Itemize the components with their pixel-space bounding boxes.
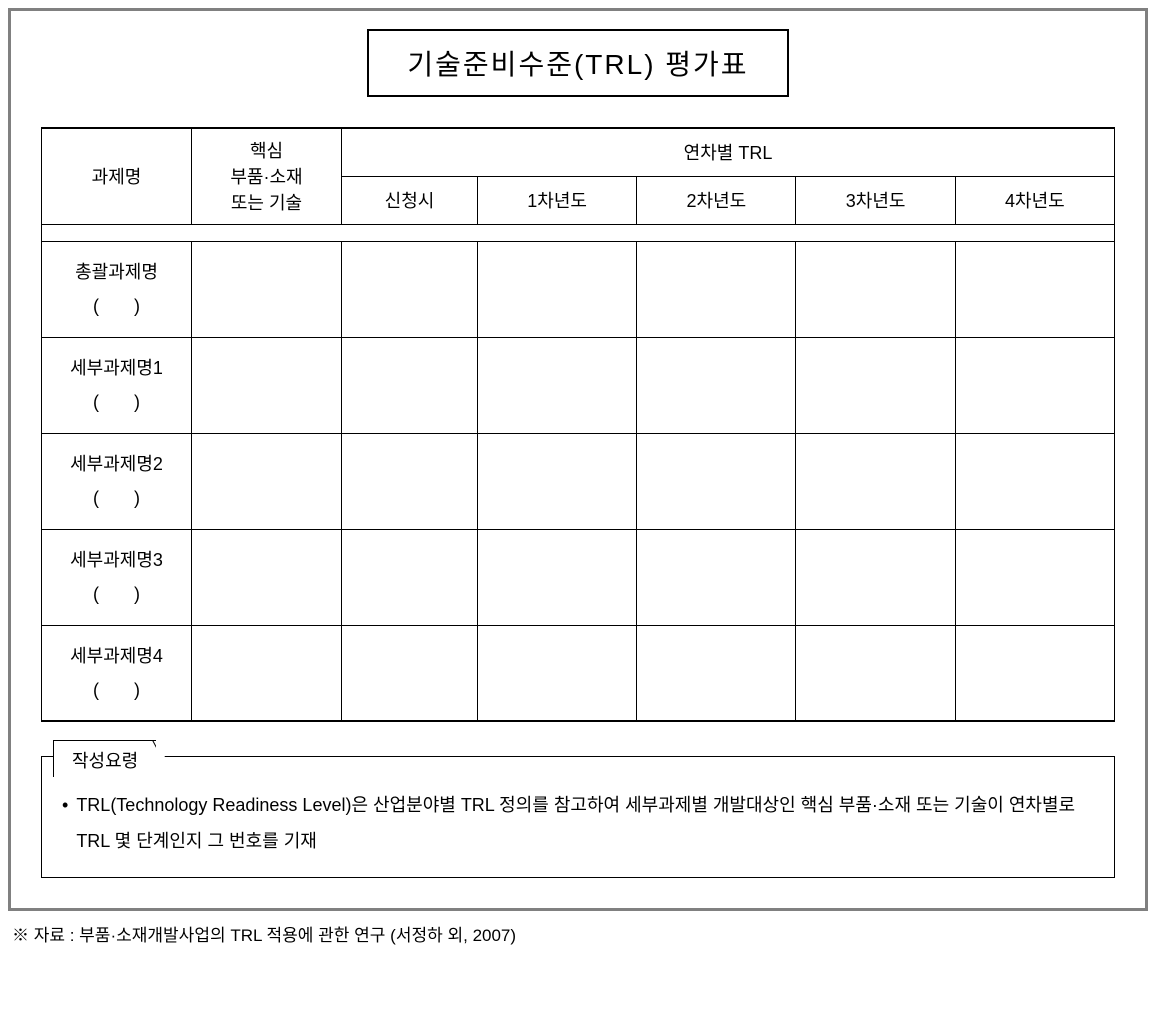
header-body-separator bbox=[42, 224, 1115, 241]
cell-y4 bbox=[955, 529, 1114, 625]
core-line3: 또는 기술 bbox=[196, 189, 337, 215]
cell-y3 bbox=[796, 241, 955, 337]
cell-apply bbox=[342, 433, 478, 529]
cell-y4 bbox=[955, 625, 1114, 721]
table-row: 세부과제명3 ( ) bbox=[42, 529, 1115, 625]
table-row: 총괄과제명 ( ) bbox=[42, 241, 1115, 337]
tab-diagonal-line bbox=[152, 740, 163, 760]
title-box: 기술준비수준(TRL) 평가표 bbox=[367, 29, 788, 97]
cell-apply bbox=[342, 337, 478, 433]
col-header-year-group: 연차별 TRL bbox=[342, 128, 1115, 176]
col-header-y3: 3차년도 bbox=[796, 176, 955, 224]
instructions-body: • TRL(Technology Readiness Level)은 산업분야별… bbox=[41, 756, 1115, 878]
row-label: 세부과제명1 ( ) bbox=[42, 337, 192, 433]
cell-y1 bbox=[478, 433, 637, 529]
core-line1: 핵심 bbox=[196, 137, 337, 163]
row-label: 세부과제명3 ( ) bbox=[42, 529, 192, 625]
bullet-icon: • bbox=[62, 787, 68, 823]
cell-core bbox=[192, 241, 342, 337]
document-frame: 기술준비수준(TRL) 평가표 과제명 핵심 부품·소재 또는 기술 연차별 T… bbox=[8, 8, 1148, 911]
instructions-bullet-row: • TRL(Technology Readiness Level)은 산업분야별… bbox=[62, 787, 1094, 859]
row-label-line2: ( ) bbox=[46, 577, 187, 611]
cell-core bbox=[192, 625, 342, 721]
cell-core bbox=[192, 433, 342, 529]
cell-y3 bbox=[796, 433, 955, 529]
cell-y1 bbox=[478, 529, 637, 625]
table-body: 총괄과제명 ( ) 세부과제명1 ( ) bbox=[42, 241, 1115, 721]
table-row: 세부과제명1 ( ) bbox=[42, 337, 1115, 433]
cell-apply bbox=[342, 625, 478, 721]
row-label-line2: ( ) bbox=[46, 673, 187, 707]
cell-core bbox=[192, 529, 342, 625]
core-line2: 부품·소재 bbox=[196, 163, 337, 189]
col-header-core: 핵심 부품·소재 또는 기술 bbox=[192, 128, 342, 224]
cell-y1 bbox=[478, 337, 637, 433]
instructions-section: 작성요령 • TRL(Technology Readiness Level)은 … bbox=[41, 756, 1115, 878]
row-label-line2: ( ) bbox=[46, 481, 187, 515]
table-row: 세부과제명2 ( ) bbox=[42, 433, 1115, 529]
cell-y4 bbox=[955, 337, 1114, 433]
row-label-line1: 총괄과제명 bbox=[46, 255, 187, 289]
table-row: 세부과제명4 ( ) bbox=[42, 625, 1115, 721]
row-label-line1: 세부과제명4 bbox=[46, 639, 187, 673]
cell-y2 bbox=[637, 529, 796, 625]
page-title: 기술준비수준(TRL) 평가표 bbox=[407, 49, 748, 80]
cell-y3 bbox=[796, 625, 955, 721]
col-header-task: 과제명 bbox=[42, 128, 192, 224]
cell-y2 bbox=[637, 337, 796, 433]
col-header-y4: 4차년도 bbox=[955, 176, 1114, 224]
instructions-text: TRL(Technology Readiness Level)은 산업분야별 T… bbox=[76, 787, 1094, 859]
instructions-label: 작성요령 bbox=[72, 751, 138, 771]
row-label-line2: ( ) bbox=[46, 385, 187, 419]
cell-y2 bbox=[637, 625, 796, 721]
cell-y3 bbox=[796, 337, 955, 433]
row-label: 세부과제명2 ( ) bbox=[42, 433, 192, 529]
row-label: 총괄과제명 ( ) bbox=[42, 241, 192, 337]
cell-apply bbox=[342, 529, 478, 625]
cell-y1 bbox=[478, 241, 637, 337]
row-label-line1: 세부과제명1 bbox=[46, 351, 187, 385]
cell-core bbox=[192, 337, 342, 433]
col-header-y2: 2차년도 bbox=[637, 176, 796, 224]
table-header-row-1: 과제명 핵심 부품·소재 또는 기술 연차별 TRL bbox=[42, 128, 1115, 176]
footnote: ※ 자료 : 부품·소재개발사업의 TRL 적용에 관한 연구 (서정하 외, … bbox=[8, 921, 1148, 946]
cell-y4 bbox=[955, 433, 1114, 529]
row-label-line1: 세부과제명3 bbox=[46, 543, 187, 577]
cell-y2 bbox=[637, 433, 796, 529]
cell-y2 bbox=[637, 241, 796, 337]
col-header-apply: 신청시 bbox=[342, 176, 478, 224]
cell-y4 bbox=[955, 241, 1114, 337]
cell-y3 bbox=[796, 529, 955, 625]
cell-y1 bbox=[478, 625, 637, 721]
row-label-line2: ( ) bbox=[46, 289, 187, 323]
instructions-label-tab: 작성요령 bbox=[53, 740, 156, 777]
cell-apply bbox=[342, 241, 478, 337]
row-label-line1: 세부과제명2 bbox=[46, 447, 187, 481]
col-header-y1: 1차년도 bbox=[478, 176, 637, 224]
trl-table: 과제명 핵심 부품·소재 또는 기술 연차별 TRL 신청시 1차년도 2차년도… bbox=[41, 127, 1115, 722]
row-label: 세부과제명4 ( ) bbox=[42, 625, 192, 721]
